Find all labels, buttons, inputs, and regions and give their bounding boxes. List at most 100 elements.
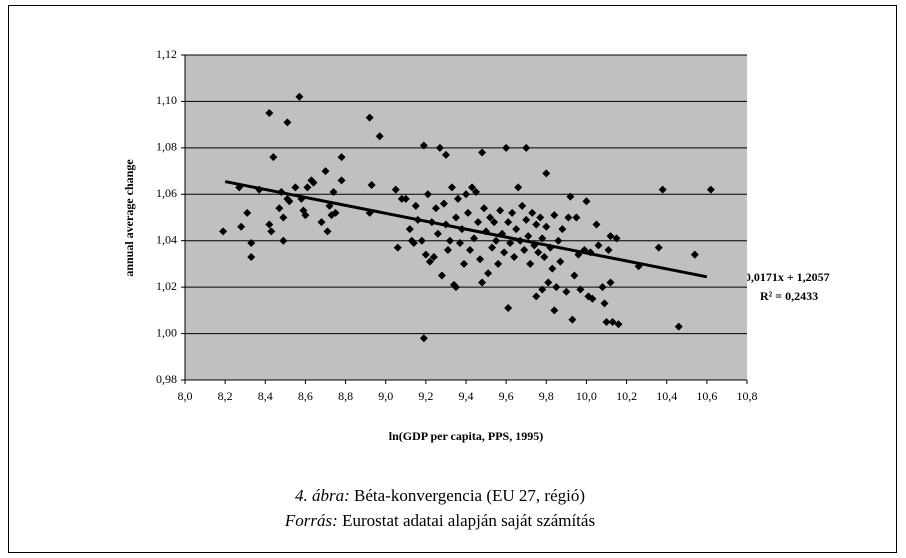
point bbox=[425, 257, 434, 266]
point bbox=[544, 278, 553, 287]
point bbox=[552, 283, 561, 292]
point bbox=[419, 141, 428, 150]
point bbox=[508, 208, 517, 217]
point bbox=[556, 257, 565, 266]
point bbox=[421, 250, 430, 259]
point bbox=[279, 213, 288, 222]
source: Forrás: Eurostat adatai alapján saját sz… bbox=[284, 511, 595, 530]
point bbox=[365, 113, 374, 122]
point bbox=[459, 259, 468, 268]
point bbox=[522, 143, 531, 152]
point bbox=[267, 227, 276, 236]
point bbox=[518, 201, 527, 210]
point bbox=[496, 206, 505, 215]
point bbox=[504, 218, 513, 227]
point bbox=[283, 118, 292, 127]
point bbox=[658, 185, 667, 194]
point bbox=[435, 143, 444, 152]
point bbox=[600, 299, 609, 308]
point bbox=[550, 306, 559, 315]
point bbox=[393, 243, 402, 252]
point bbox=[592, 220, 601, 229]
point bbox=[480, 204, 489, 213]
point bbox=[568, 315, 577, 324]
point bbox=[391, 185, 400, 194]
point bbox=[247, 239, 256, 248]
point bbox=[608, 317, 617, 326]
point bbox=[237, 222, 246, 231]
point bbox=[409, 239, 418, 248]
point bbox=[588, 294, 597, 303]
point bbox=[538, 234, 547, 243]
point bbox=[247, 252, 256, 261]
point bbox=[522, 215, 531, 224]
y-tick-label: 1,06 bbox=[156, 186, 177, 200]
point bbox=[520, 246, 529, 254]
point bbox=[612, 234, 621, 243]
point bbox=[484, 269, 493, 278]
x-tick-label: 8,0 bbox=[178, 389, 193, 403]
point bbox=[550, 211, 559, 220]
point bbox=[594, 241, 603, 250]
point bbox=[540, 252, 549, 261]
point bbox=[321, 167, 330, 176]
point bbox=[504, 304, 513, 313]
point bbox=[417, 236, 426, 245]
point bbox=[275, 204, 284, 213]
point bbox=[528, 208, 537, 217]
point bbox=[464, 208, 473, 217]
x-tick-label: 10,4 bbox=[656, 389, 677, 403]
point bbox=[502, 143, 511, 152]
point bbox=[534, 248, 543, 257]
caption: 4. ábra: Béta-konvergencia (EU 27, régió… bbox=[295, 486, 585, 505]
point bbox=[411, 201, 420, 210]
point bbox=[337, 176, 346, 185]
y-tick-label: 1,10 bbox=[156, 93, 177, 107]
point bbox=[269, 153, 278, 162]
point bbox=[654, 243, 663, 252]
source-label: Forrás: bbox=[284, 511, 338, 530]
point bbox=[439, 199, 448, 208]
x-tick-label: 9,8 bbox=[539, 389, 554, 403]
x-tick-label: 9,6 bbox=[499, 389, 514, 403]
point bbox=[492, 236, 501, 245]
point bbox=[285, 197, 294, 206]
point bbox=[598, 283, 607, 292]
point bbox=[572, 213, 581, 222]
y-tick-label: 1,04 bbox=[156, 232, 177, 246]
point bbox=[423, 190, 432, 199]
point bbox=[437, 271, 446, 280]
point bbox=[476, 255, 485, 264]
point bbox=[548, 264, 557, 273]
point bbox=[470, 234, 479, 243]
point bbox=[445, 236, 454, 245]
point bbox=[478, 278, 487, 287]
plot-area bbox=[185, 55, 747, 380]
x-tick-label: 10,0 bbox=[576, 389, 597, 403]
y-tick-label: 1,12 bbox=[156, 47, 177, 61]
point bbox=[558, 225, 567, 234]
point bbox=[514, 183, 523, 192]
trendline bbox=[224, 180, 708, 279]
point bbox=[490, 218, 499, 227]
point bbox=[532, 292, 541, 301]
point bbox=[265, 109, 274, 118]
point bbox=[524, 232, 533, 241]
point bbox=[219, 227, 228, 236]
point bbox=[566, 192, 575, 201]
y-tick-label: 1,02 bbox=[156, 279, 177, 293]
caption-text: Béta-konvergencia (EU 27, régió) bbox=[350, 486, 585, 505]
x-tick-label: 8,4 bbox=[258, 389, 273, 403]
point bbox=[506, 239, 515, 248]
x-tick-label: 9,0 bbox=[378, 389, 393, 403]
point bbox=[301, 211, 310, 220]
point bbox=[375, 132, 384, 141]
point bbox=[291, 183, 300, 192]
point bbox=[433, 229, 442, 238]
point bbox=[453, 194, 462, 203]
point bbox=[455, 239, 464, 248]
point bbox=[317, 218, 326, 227]
source-text: Eurostat adatai alapján saját számítás bbox=[338, 511, 595, 530]
y-tick-label: 1,08 bbox=[156, 140, 177, 154]
